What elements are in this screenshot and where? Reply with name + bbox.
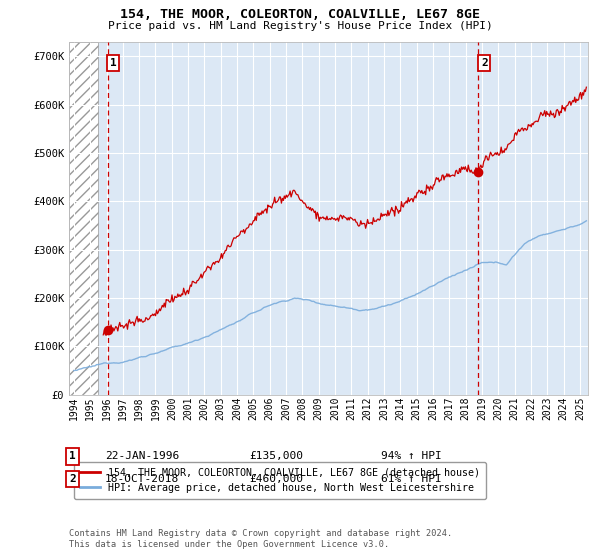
Text: 2: 2	[69, 474, 76, 484]
Text: Price paid vs. HM Land Registry's House Price Index (HPI): Price paid vs. HM Land Registry's House …	[107, 21, 493, 31]
Bar	[69, 42, 98, 395]
Text: 1: 1	[110, 58, 117, 68]
Text: 154, THE MOOR, COLEORTON, COALVILLE, LE67 8GE: 154, THE MOOR, COLEORTON, COALVILLE, LE6…	[120, 8, 480, 21]
Text: 22-JAN-1996: 22-JAN-1996	[105, 451, 179, 461]
Text: 94% ↑ HPI: 94% ↑ HPI	[381, 451, 442, 461]
Text: £135,000: £135,000	[249, 451, 303, 461]
Legend: 154, THE MOOR, COLEORTON, COALVILLE, LE67 8GE (detached house), HPI: Average pri: 154, THE MOOR, COLEORTON, COALVILLE, LE6…	[74, 461, 486, 498]
Text: 18-OCT-2018: 18-OCT-2018	[105, 474, 179, 484]
Text: £460,000: £460,000	[249, 474, 303, 484]
Text: 61% ↑ HPI: 61% ↑ HPI	[381, 474, 442, 484]
Text: 1: 1	[69, 451, 76, 461]
Text: 2: 2	[481, 58, 488, 68]
Text: Contains HM Land Registry data © Crown copyright and database right 2024.
This d: Contains HM Land Registry data © Crown c…	[69, 529, 452, 549]
